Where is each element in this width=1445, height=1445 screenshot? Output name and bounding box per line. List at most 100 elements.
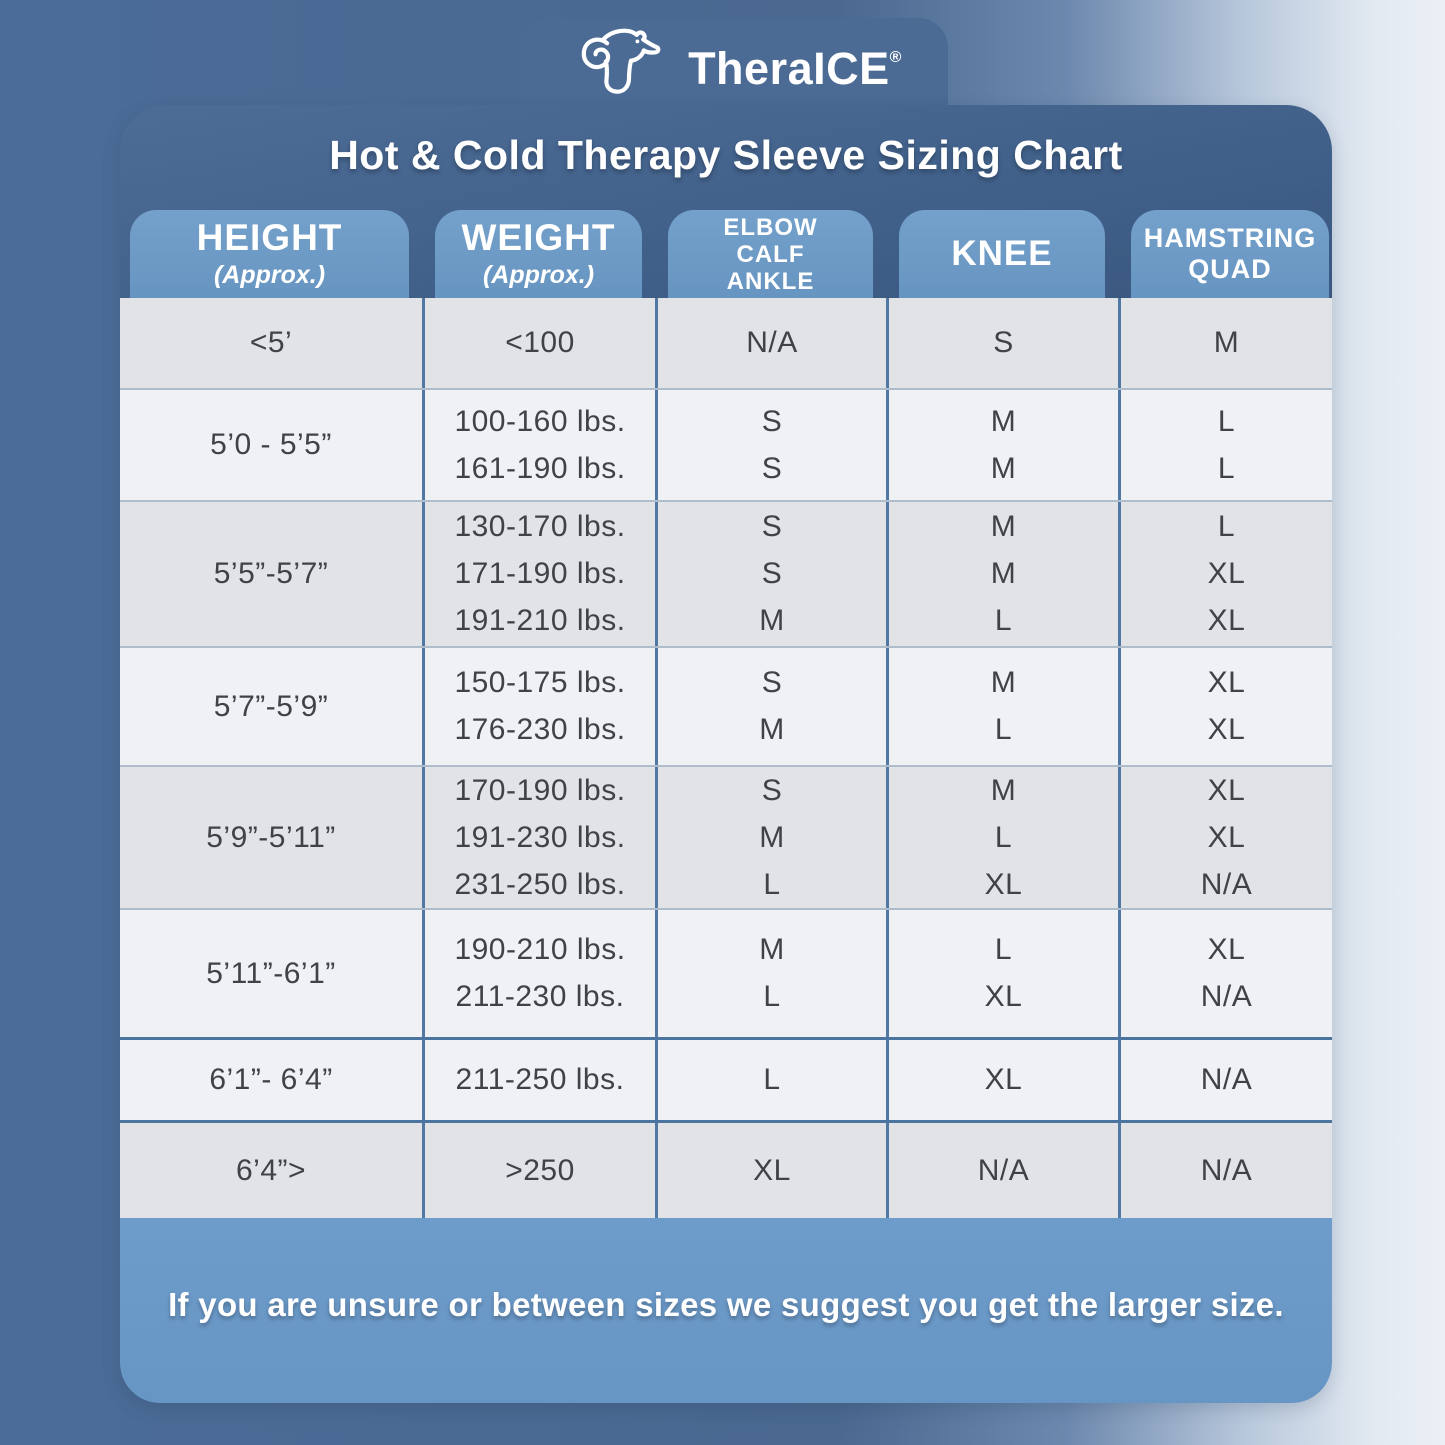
cell-value: L xyxy=(1217,451,1236,485)
column-header-weight: WEIGHT (Approx.) xyxy=(435,210,642,298)
cell-height: <5’ xyxy=(120,298,422,388)
table-row: <5’ <100 N/A S M xyxy=(120,298,1332,388)
cell-value: 161-190 lbs. xyxy=(454,451,626,485)
cell-value: XL xyxy=(1207,666,1246,699)
cell-height: 5’5”-5’7” xyxy=(120,502,422,646)
cell-height: 5’11”-6’1” xyxy=(120,910,422,1037)
cell-value: 100-160 lbs. xyxy=(454,404,626,438)
cell-weights: 211-250 lbs. xyxy=(422,1040,655,1120)
cell-hamstring-quad: N/A xyxy=(1118,1123,1332,1218)
cell-value: 5’5”-5’7” xyxy=(213,557,329,590)
cell-hamstring-quad: XL XL xyxy=(1118,648,1332,765)
cell-value: 190-210 lbs. xyxy=(454,933,626,966)
cell-weights: >250 xyxy=(422,1123,655,1218)
cell-value: XL xyxy=(1207,604,1246,637)
cell-value: 191-210 lbs. xyxy=(454,604,626,637)
cell-value: 5’9”-5’11” xyxy=(206,820,336,854)
column-header-label: ELBOW CALF ANKLE xyxy=(723,213,818,295)
cell-value: M xyxy=(759,604,785,637)
cell-elbow-calf-ankle: N/A xyxy=(655,298,886,388)
cell-hamstring-quad: XL XL N/A xyxy=(1118,767,1332,908)
cell-height: 5’9”-5’11” xyxy=(120,767,422,908)
cell-value: 5’0 - 5’5” xyxy=(210,428,332,461)
cell-value: XL xyxy=(1207,557,1246,590)
cell-value: L xyxy=(763,867,781,901)
column-header-height: HEIGHT (Approx.) xyxy=(130,210,409,298)
cell-value: L xyxy=(1217,510,1236,543)
cell-value: S xyxy=(761,404,783,438)
cell-value: S xyxy=(761,451,783,485)
cell-value: 150-175 lbs. xyxy=(454,666,626,699)
column-header-knee: KNEE xyxy=(899,210,1105,298)
cell-value: XL xyxy=(984,867,1023,901)
cell-value: L xyxy=(763,1063,781,1096)
cell-value: L xyxy=(994,604,1013,637)
table-row: 6’4”> >250 XL N/A N/A xyxy=(120,1120,1332,1218)
cell-value: XL xyxy=(753,1153,791,1187)
cell-value: <100 xyxy=(505,326,575,359)
cell-value: N/A xyxy=(1200,1063,1253,1096)
cell-value: N/A xyxy=(746,326,798,359)
cell-value: 176-230 lbs. xyxy=(454,713,626,746)
cell-value: M xyxy=(990,451,1017,485)
cell-value: >250 xyxy=(505,1153,575,1187)
cell-value: 5’7”-5’9” xyxy=(213,689,329,723)
cell-value: M xyxy=(990,404,1017,438)
cell-weights: <100 xyxy=(422,298,655,388)
cell-value: 170-190 lbs. xyxy=(454,773,626,807)
cell-knee: L XL xyxy=(886,910,1118,1037)
column-header-sublabel: (Approx.) xyxy=(213,260,326,289)
cell-value: L xyxy=(994,820,1013,854)
table-row: 5’5”-5’7” 130-170 lbs. 171-190 lbs. 191-210… xyxy=(120,500,1332,646)
cell-value: XL xyxy=(984,980,1023,1013)
cell-value: S xyxy=(761,510,783,543)
table-row: 5’11”-6’1” 190-210 lbs. 211-230 lbs. M L L XL X… xyxy=(120,908,1332,1037)
cell-value: M xyxy=(990,773,1017,807)
cell-value: 130-170 lbs. xyxy=(454,510,626,543)
table-row: 5’0 - 5’5” 100-160 lbs. 161-190 lbs. S S M M L L xyxy=(120,388,1332,500)
cell-value: L xyxy=(994,933,1013,966)
footer-note-bar: If you are unsure or between sizes we su… xyxy=(120,1218,1332,1403)
cell-weights: 190-210 lbs. 211-230 lbs. xyxy=(422,910,655,1037)
cell-knee: N/A xyxy=(886,1123,1118,1218)
cell-value: N/A xyxy=(1200,980,1253,1013)
cell-value: S xyxy=(761,557,783,590)
cell-value: 231-250 lbs. xyxy=(454,867,626,901)
table-body: <5’ <100 N/A S M 5’0 - 5’5” 100-160 lbs. 161-19… xyxy=(120,298,1332,1218)
cell-weights: 150-175 lbs. 176-230 lbs. xyxy=(422,648,655,765)
cell-value: M xyxy=(990,510,1017,543)
column-header-label: HAMSTRING QUAD xyxy=(1143,223,1317,284)
cell-value: N/A xyxy=(977,1153,1030,1187)
cell-value: 171-190 lbs. xyxy=(454,557,626,590)
column-header-sublabel: (Approx.) xyxy=(482,260,595,289)
cell-value: 5’11”-6’1” xyxy=(206,956,336,990)
cell-height: 6’1”- 6’4” xyxy=(120,1040,422,1120)
cell-value: S xyxy=(761,666,783,699)
cell-hamstring-quad: XL N/A xyxy=(1118,910,1332,1037)
column-header-label: HEIGHT xyxy=(196,217,343,259)
column-header-elbow: ELBOW CALF ANKLE xyxy=(668,210,873,298)
cell-height: 5’0 - 5’5” xyxy=(120,390,422,500)
cell-height: 5’7”-5’9” xyxy=(120,648,422,765)
cell-value: M xyxy=(1213,326,1240,359)
cell-height: 6’4”> xyxy=(120,1123,422,1218)
cell-hamstring-quad: M xyxy=(1118,298,1332,388)
cell-weights: 170-190 lbs. 191-230 lbs. 231-250 lbs. xyxy=(422,767,655,908)
cell-value: XL xyxy=(984,1063,1023,1096)
cell-elbow-calf-ankle: L xyxy=(655,1040,886,1120)
cell-value: XL xyxy=(1207,773,1246,807)
cell-knee: S xyxy=(886,298,1118,388)
cell-value: N/A xyxy=(1200,867,1253,901)
cell-hamstring-quad: N/A xyxy=(1118,1040,1332,1120)
cell-value: XL xyxy=(1207,713,1246,746)
cell-value: S xyxy=(761,773,783,807)
column-header-label: WEIGHT xyxy=(461,217,616,259)
